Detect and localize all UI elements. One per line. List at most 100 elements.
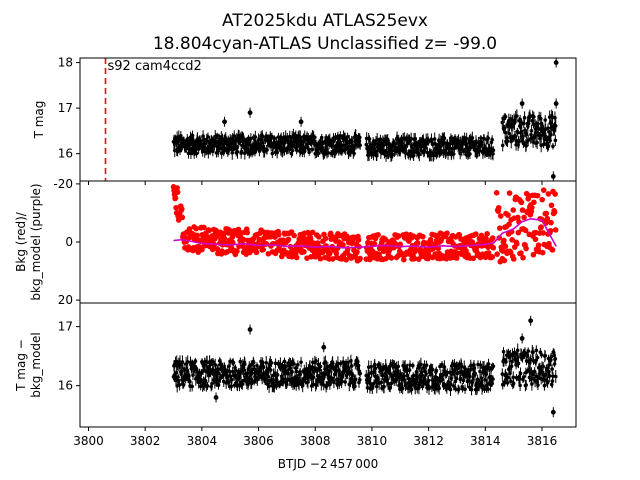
outlier-point <box>550 174 556 179</box>
x-tick-label: 3806 <box>243 434 274 448</box>
data-point <box>399 139 404 143</box>
plot-area <box>171 58 559 181</box>
data-point <box>185 360 190 364</box>
bkg-point <box>510 256 517 262</box>
data-point <box>445 370 450 375</box>
data-point <box>326 150 331 155</box>
bkg-point <box>552 227 559 233</box>
data-point <box>462 149 466 154</box>
data-point <box>288 362 293 367</box>
data-point <box>503 114 508 119</box>
axes-frame <box>79 302 577 428</box>
y-tick-label: 0 <box>65 235 73 249</box>
data-point <box>491 377 495 381</box>
data-point <box>500 143 505 148</box>
data-point <box>480 383 485 388</box>
data-point <box>238 359 243 364</box>
data-point <box>543 353 548 358</box>
data-point <box>532 115 536 119</box>
data-point <box>218 376 223 380</box>
data-point <box>534 358 538 363</box>
data-point <box>350 139 354 144</box>
data-point <box>437 386 441 391</box>
x-tick-label: 3812 <box>413 434 444 448</box>
data-point <box>284 364 288 369</box>
data-point <box>251 360 256 365</box>
x-tick-label: 3802 <box>130 434 161 448</box>
bkg-point <box>551 209 558 216</box>
data-point <box>290 369 294 374</box>
data-point <box>316 151 321 155</box>
data-point <box>229 384 234 389</box>
x-tick-label: 3808 <box>300 434 331 448</box>
bkg-point <box>529 204 535 211</box>
title-line1: AT2025kdu ATLAS25evx <box>222 11 428 31</box>
data-point <box>473 371 477 376</box>
bkg-point <box>552 191 558 197</box>
data-point <box>515 130 520 135</box>
data-point <box>215 134 220 138</box>
data-point <box>478 363 483 367</box>
bkg-point <box>531 199 537 206</box>
data-point <box>406 376 411 381</box>
data-point <box>538 116 543 121</box>
bkg-point <box>539 196 545 203</box>
bkg-point <box>473 231 479 237</box>
data-point <box>266 374 271 379</box>
data-point <box>318 364 323 369</box>
data-point <box>458 376 463 381</box>
data-point <box>427 386 431 391</box>
data-point <box>193 359 198 363</box>
outlier-point <box>298 119 304 125</box>
bkg-point <box>518 199 525 206</box>
data-point <box>177 382 182 387</box>
data-point <box>521 134 525 138</box>
data-point <box>424 372 428 376</box>
data-point <box>351 373 355 378</box>
data-point <box>389 381 394 386</box>
bkg-point <box>484 231 490 237</box>
data-point <box>206 135 210 139</box>
data-point <box>521 375 526 379</box>
bkg-point <box>493 190 500 196</box>
data-point <box>420 384 425 389</box>
data-point <box>468 374 472 379</box>
data-point <box>291 143 295 147</box>
bkg-point <box>428 239 434 246</box>
data-point <box>536 383 540 387</box>
data-point <box>235 150 240 154</box>
data-point <box>252 142 256 146</box>
data-point <box>230 377 234 382</box>
y-axis-label: T mag <box>32 101 46 140</box>
bkg-point <box>515 214 521 221</box>
y-tick-label: 17 <box>58 320 73 334</box>
bkg-point <box>221 235 228 242</box>
panel-tmag-minus-bkg: 16 17 T mag − bkg_model 3800 3802 3804 3806 3808… <box>14 302 577 448</box>
bkg-point <box>495 204 502 211</box>
outlier-point <box>213 395 219 400</box>
bkg-point <box>522 227 529 234</box>
bkg-point <box>506 190 513 196</box>
data-point <box>491 148 496 153</box>
bkg-point <box>501 257 508 264</box>
data-point <box>429 137 434 142</box>
data-point <box>451 384 456 388</box>
data-point <box>307 150 311 155</box>
data-point <box>546 144 551 149</box>
data-point <box>549 354 554 359</box>
data-point <box>269 361 274 365</box>
data-point <box>337 139 342 144</box>
data-point <box>468 152 472 156</box>
bkg-point <box>506 221 512 228</box>
bkg-point <box>206 227 212 234</box>
data-point <box>491 364 496 369</box>
data-point <box>504 353 509 358</box>
bkg-point <box>538 224 544 230</box>
data-point <box>505 139 510 144</box>
x-tick-label: 3816 <box>527 434 558 448</box>
data-point <box>534 348 539 353</box>
data-point <box>434 368 439 373</box>
data-point <box>440 362 444 367</box>
data-point <box>545 380 550 385</box>
data-point <box>433 375 438 379</box>
